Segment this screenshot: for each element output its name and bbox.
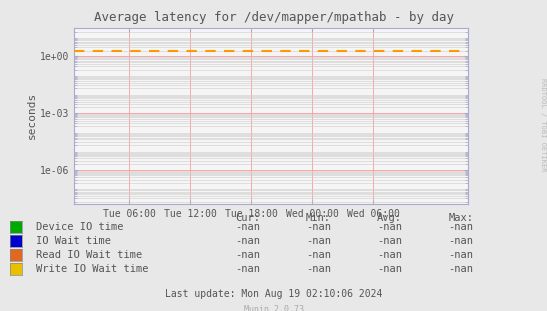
Text: Munin 2.0.73: Munin 2.0.73 — [243, 305, 304, 311]
Text: Cur:: Cur: — [235, 213, 260, 223]
Text: RRDTOOL / TOBI OETIKER: RRDTOOL / TOBI OETIKER — [540, 78, 546, 171]
Text: -nan: -nan — [448, 264, 473, 274]
Text: Min:: Min: — [306, 213, 331, 223]
Text: -nan: -nan — [448, 222, 473, 232]
Text: -nan: -nan — [306, 264, 331, 274]
Text: -nan: -nan — [235, 236, 260, 246]
Text: -nan: -nan — [306, 236, 331, 246]
Text: -nan: -nan — [235, 250, 260, 260]
Y-axis label: seconds: seconds — [27, 92, 37, 139]
Text: -nan: -nan — [377, 222, 402, 232]
Text: -nan: -nan — [306, 222, 331, 232]
Text: Avg:: Avg: — [377, 213, 402, 223]
Text: -nan: -nan — [377, 250, 402, 260]
Text: -nan: -nan — [448, 236, 473, 246]
Text: Average latency for /dev/mapper/mpathab - by day: Average latency for /dev/mapper/mpathab … — [94, 11, 453, 24]
Text: -nan: -nan — [235, 222, 260, 232]
Text: -nan: -nan — [377, 236, 402, 246]
Text: -nan: -nan — [448, 250, 473, 260]
Text: -nan: -nan — [306, 250, 331, 260]
Text: -nan: -nan — [235, 264, 260, 274]
Text: IO Wait time: IO Wait time — [36, 236, 110, 246]
Text: -nan: -nan — [377, 264, 402, 274]
Text: Read IO Wait time: Read IO Wait time — [36, 250, 142, 260]
Text: Device IO time: Device IO time — [36, 222, 123, 232]
Text: Max:: Max: — [448, 213, 473, 223]
Text: Write IO Wait time: Write IO Wait time — [36, 264, 148, 274]
Text: Last update: Mon Aug 19 02:10:06 2024: Last update: Mon Aug 19 02:10:06 2024 — [165, 289, 382, 299]
